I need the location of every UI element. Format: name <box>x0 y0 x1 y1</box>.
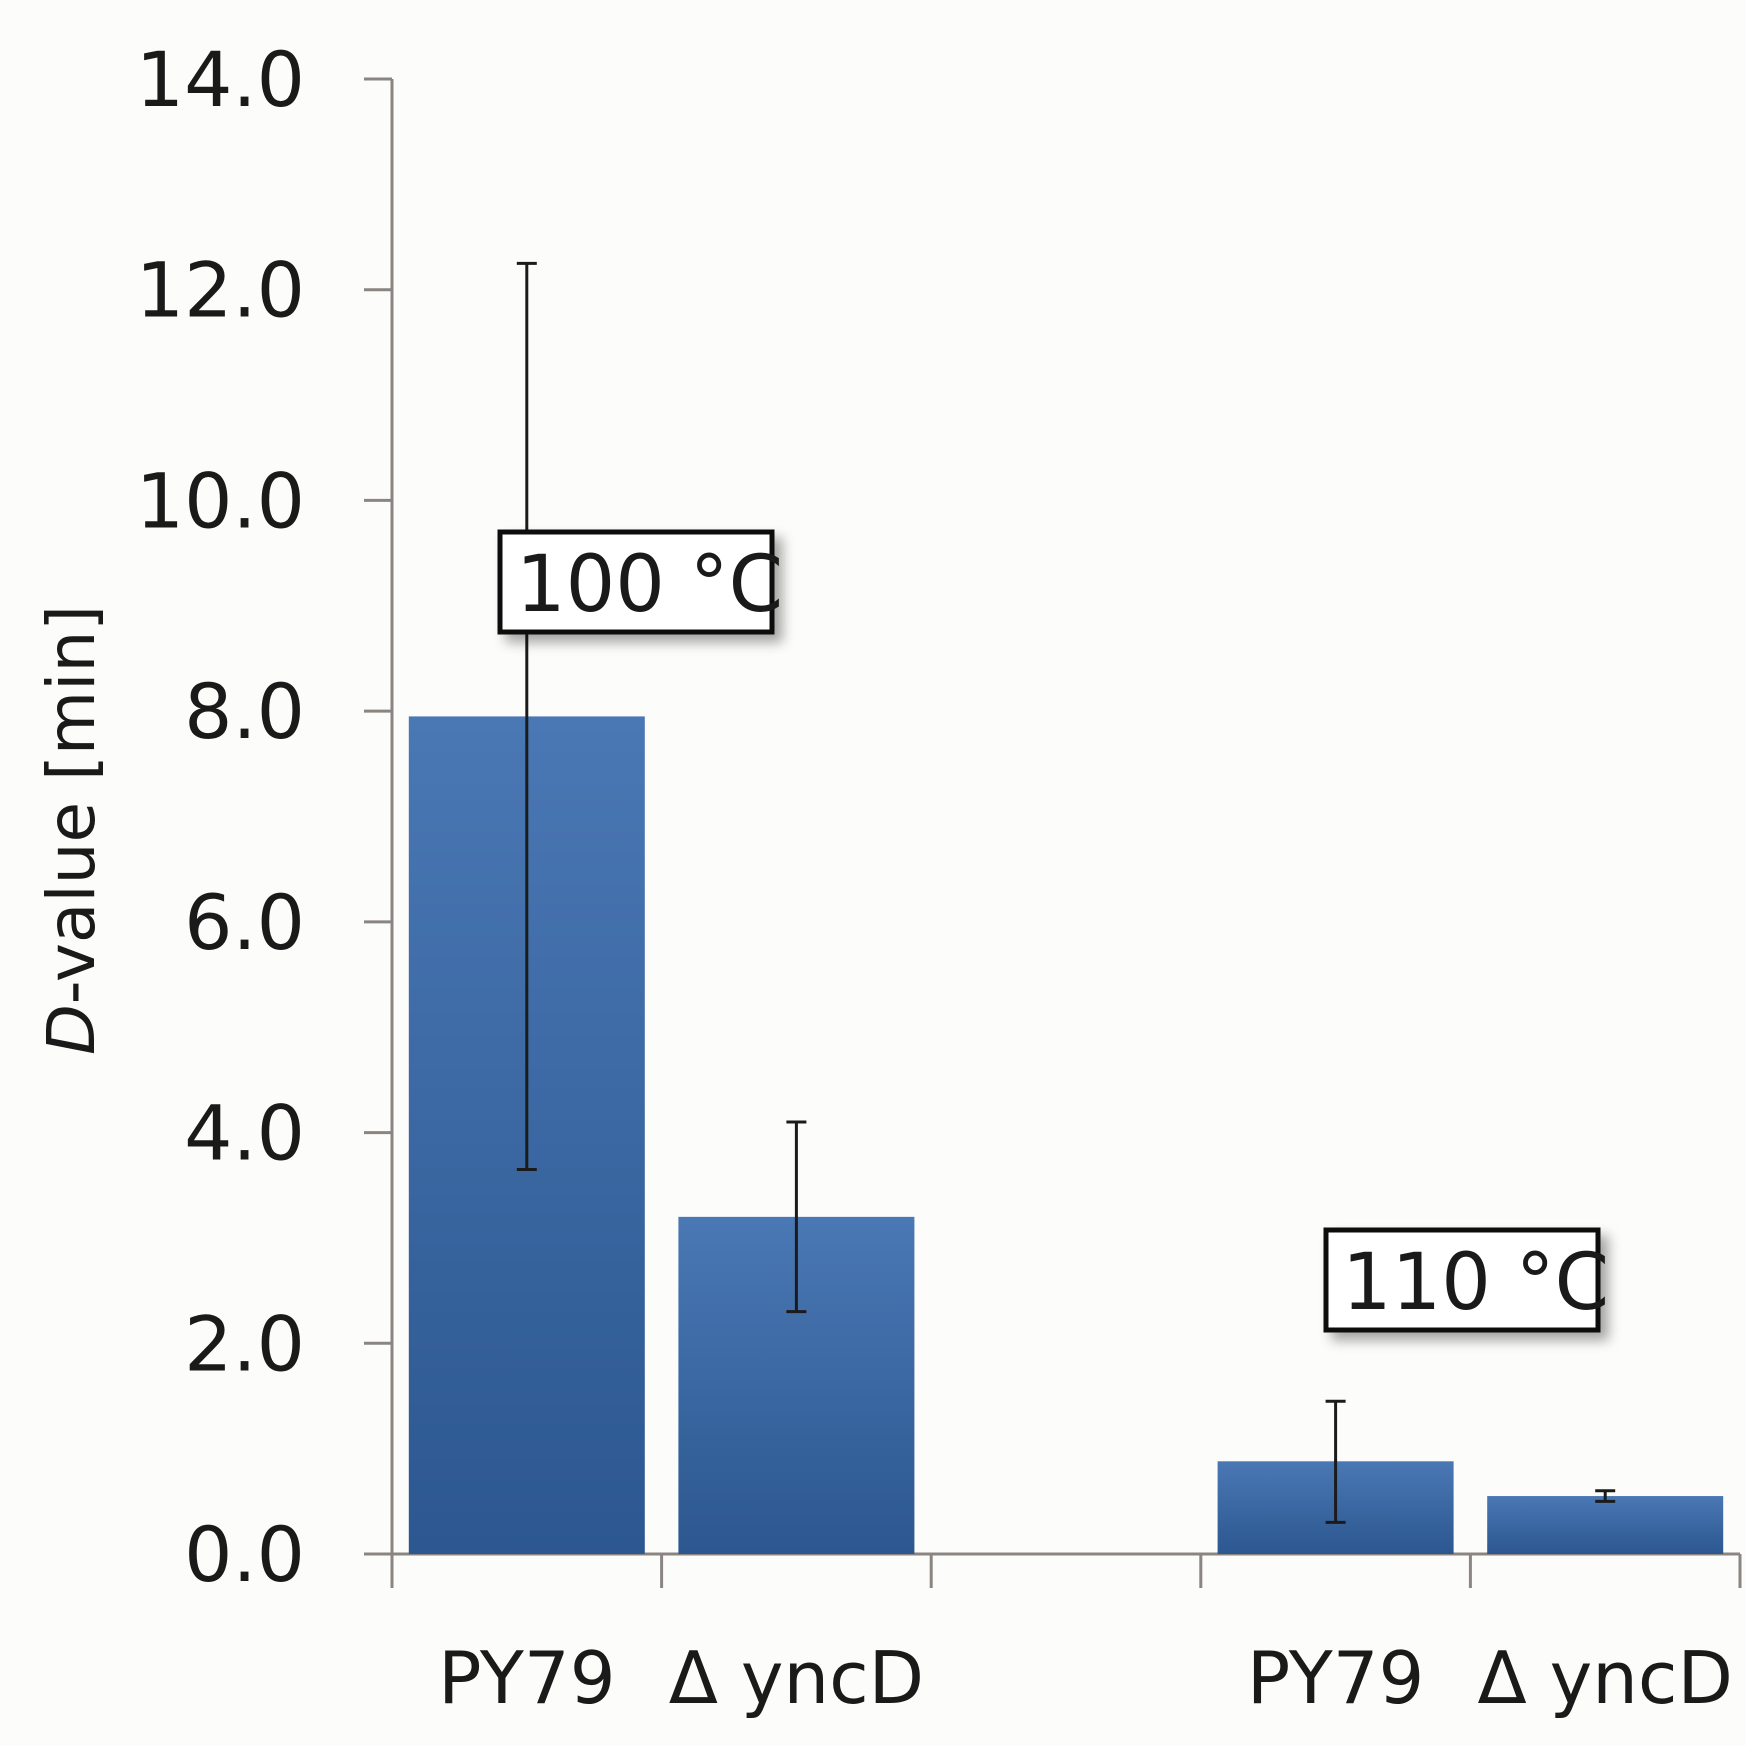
bar <box>1487 1496 1724 1554</box>
y-tick-label: 14.0 <box>136 35 305 124</box>
x-category-label: PY79 <box>1247 1636 1424 1720</box>
y-axis-title-rest: -value [min] <box>33 605 110 1004</box>
y-tick-label: 0.0 <box>184 1510 305 1599</box>
x-category-label: Δ yncD <box>669 1636 924 1720</box>
y-tick-label: 12.0 <box>136 246 305 335</box>
annotation-box <box>497 529 775 635</box>
x-category-label: Δ yncD <box>1477 1636 1732 1720</box>
y-axis-title: D-value [min] <box>33 605 110 1055</box>
annotation-box <box>1323 1227 1601 1333</box>
bars-group <box>408 716 1724 1554</box>
x-category-label: PY79 <box>438 1636 615 1720</box>
annotation-label: 100 °C <box>516 540 783 630</box>
y-tick-label: 4.0 <box>184 1089 305 1178</box>
y-tick-label: 2.0 <box>184 1299 305 1388</box>
y-axis-title-italic: D <box>33 1004 110 1055</box>
axes: 0.0 2.0 4.0 6.0 8.0 10.0 12.0 14.0 PY79 Δ yncD PY7… <box>136 35 1742 1720</box>
y-tick-label: 8.0 <box>184 667 305 756</box>
error-bars-group <box>516 261 1616 1524</box>
y-tick-label: 6.0 <box>184 878 305 967</box>
annotation-label: 110 °C <box>1342 1238 1609 1328</box>
annotations-group: 100 °C 110 °C <box>497 529 1609 1333</box>
y-tick-label: 10.0 <box>136 456 305 545</box>
